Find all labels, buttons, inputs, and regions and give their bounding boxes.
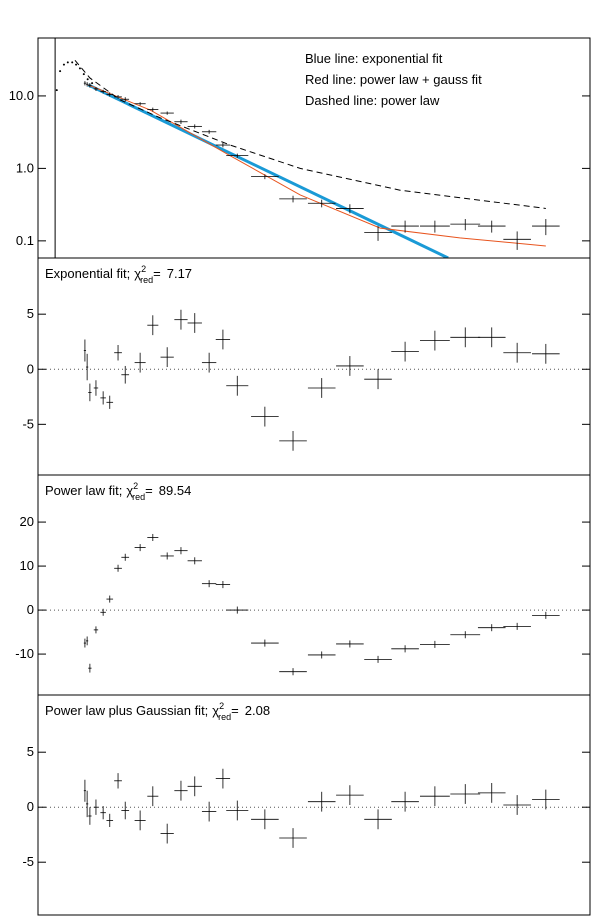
y-tick-label: -5	[22, 854, 34, 869]
peak-point	[86, 78, 89, 81]
y-tick-label: 0.1	[16, 233, 34, 248]
chi-equals: =	[145, 483, 153, 498]
peak-point	[78, 67, 81, 70]
peak-point	[91, 82, 94, 85]
y-tick-label: 5	[27, 744, 34, 759]
panel	[38, 309, 590, 451]
annotation: Dashed line: power law	[305, 93, 440, 108]
chi-symbol: χ	[212, 703, 219, 718]
y-tick-label: 20	[20, 514, 34, 529]
chi-sub: red	[132, 492, 145, 502]
chi-value: 7.17	[167, 266, 192, 281]
panel-title: Power law plus Gaussian fit; χ2 red= 2.08	[45, 701, 270, 722]
chi-sub: red	[140, 275, 153, 285]
y-tick-label: 10	[20, 558, 34, 573]
peak-point	[62, 63, 65, 66]
chi-equals: =	[231, 703, 239, 718]
title-text: Power law plus Gaussian fit;	[45, 703, 208, 718]
y-tick-label: 10.0	[9, 88, 34, 103]
chi-value: 2.08	[245, 703, 270, 718]
plot-frame	[37, 37, 591, 259]
chi-sup: 2	[219, 701, 224, 711]
fit-line	[88, 84, 546, 247]
panel-title: Exponential fit; χ2 red= 7.17	[45, 264, 192, 285]
plot-frame	[37, 694, 591, 916]
annotation: Red line: power law + gauss fit	[305, 72, 482, 87]
chi-sup: 2	[141, 264, 146, 274]
panel-title: Power law fit; χ2 red= 89.54	[45, 481, 191, 502]
y-tick-label: -10	[15, 646, 34, 661]
annotation: Blue line: exponential fit	[305, 51, 443, 66]
peak-point	[59, 70, 62, 73]
y-tick-label: 0	[27, 799, 34, 814]
panel	[38, 768, 590, 848]
chi-value: 89.54	[159, 483, 192, 498]
panel	[38, 533, 590, 676]
chi-equals: =	[153, 266, 161, 281]
peak-point	[66, 61, 69, 64]
y-tick-label: -5	[22, 416, 34, 431]
plot-frame	[37, 474, 591, 696]
chi-symbol: χ	[134, 266, 141, 281]
chi-symbol: χ	[126, 483, 133, 498]
fit-line	[74, 59, 546, 209]
fit-line	[87, 83, 449, 258]
chi-sup: 2	[133, 481, 138, 491]
plot-frame	[37, 257, 591, 476]
y-tick-label: 0	[27, 602, 34, 617]
panel	[54, 38, 560, 258]
title-text: Power law fit;	[45, 483, 122, 498]
peak-point	[71, 61, 74, 64]
peak-point	[75, 63, 78, 66]
title-text: Exponential fit;	[45, 266, 130, 281]
peak-point	[55, 89, 58, 92]
y-tick-label: 1.0	[16, 160, 34, 175]
chi-sub: red	[218, 712, 231, 722]
y-tick-label: 5	[27, 306, 34, 321]
peak-point	[82, 73, 85, 76]
y-tick-label: 0	[27, 361, 34, 376]
